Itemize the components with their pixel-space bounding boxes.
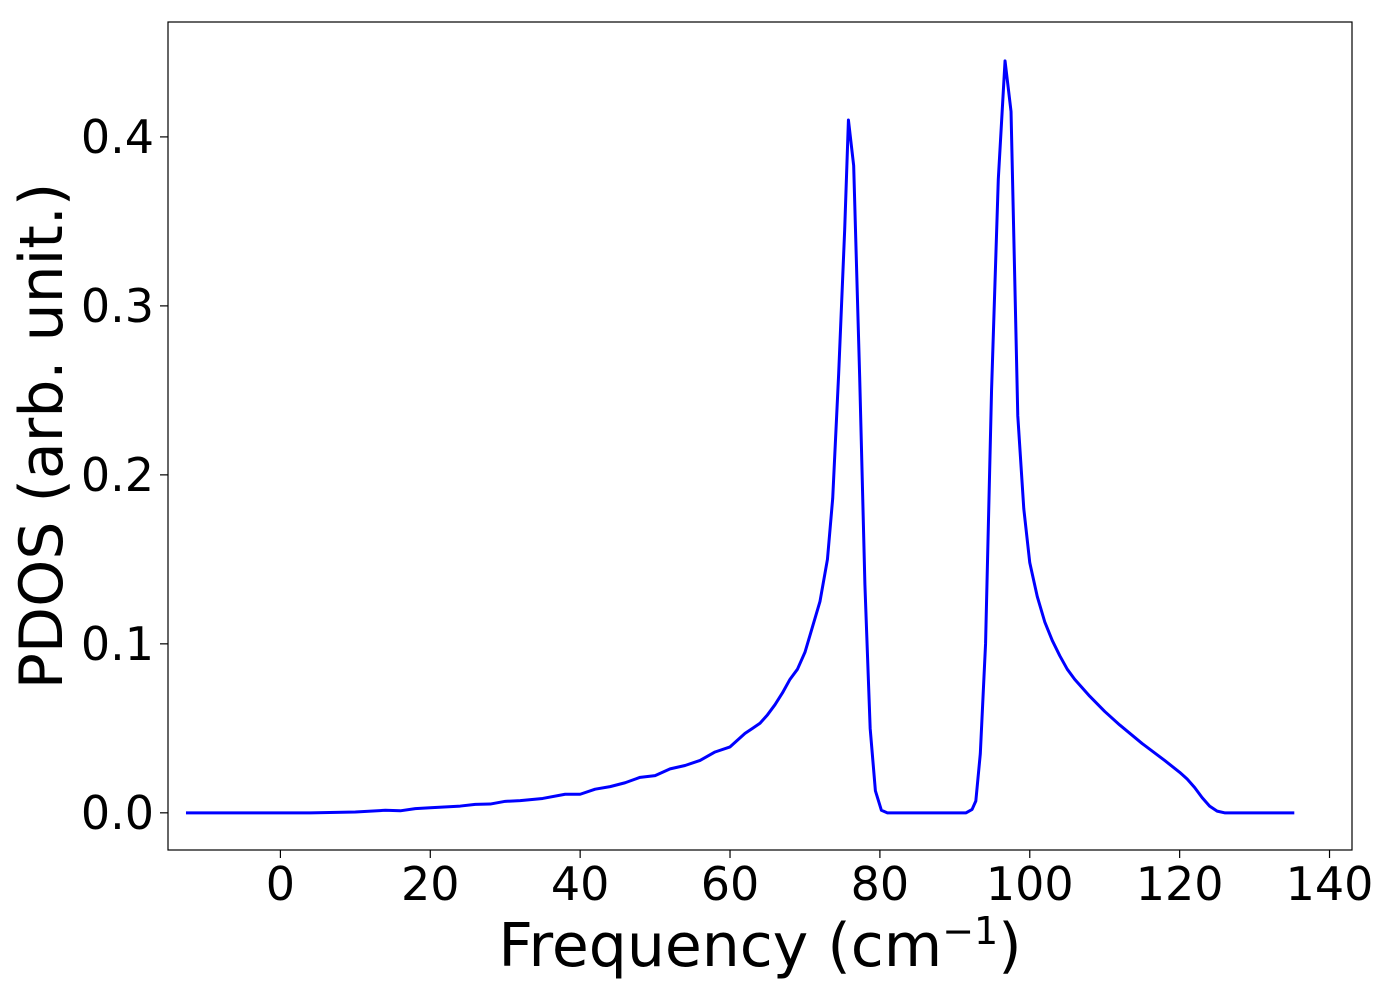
x-tick-label: 100 (986, 857, 1074, 911)
x-tick-label: 0 (266, 857, 295, 911)
x-tick-label: 20 (401, 857, 460, 911)
series-layer (185, 59, 1295, 815)
x-axis-label: Frequency (cm−1) (498, 909, 1021, 981)
y-axis-label: PDOS (arb. unit.) (7, 183, 77, 690)
pdos-series-line (185, 59, 1295, 815)
x-tick-label: 80 (851, 857, 910, 911)
x-axis-ticks: 0 20 40 60 80 100 120 140 (266, 850, 1374, 911)
y-axis-ticks: 0.0 0.1 0.2 0.3 0.4 (81, 110, 168, 840)
y-tick-label: 0.4 (81, 110, 154, 164)
x-tick-label: 140 (1286, 857, 1374, 911)
x-tick-label: 40 (551, 857, 610, 911)
x-tick-label: 120 (1136, 857, 1224, 911)
plot-area (167, 21, 1353, 851)
y-tick-label: 0.0 (81, 786, 154, 840)
y-tick-label: 0.2 (81, 448, 154, 502)
y-tick-label: 0.3 (81, 279, 154, 333)
y-tick-label: 0.1 (81, 617, 154, 671)
x-tick-label: 60 (701, 857, 760, 911)
